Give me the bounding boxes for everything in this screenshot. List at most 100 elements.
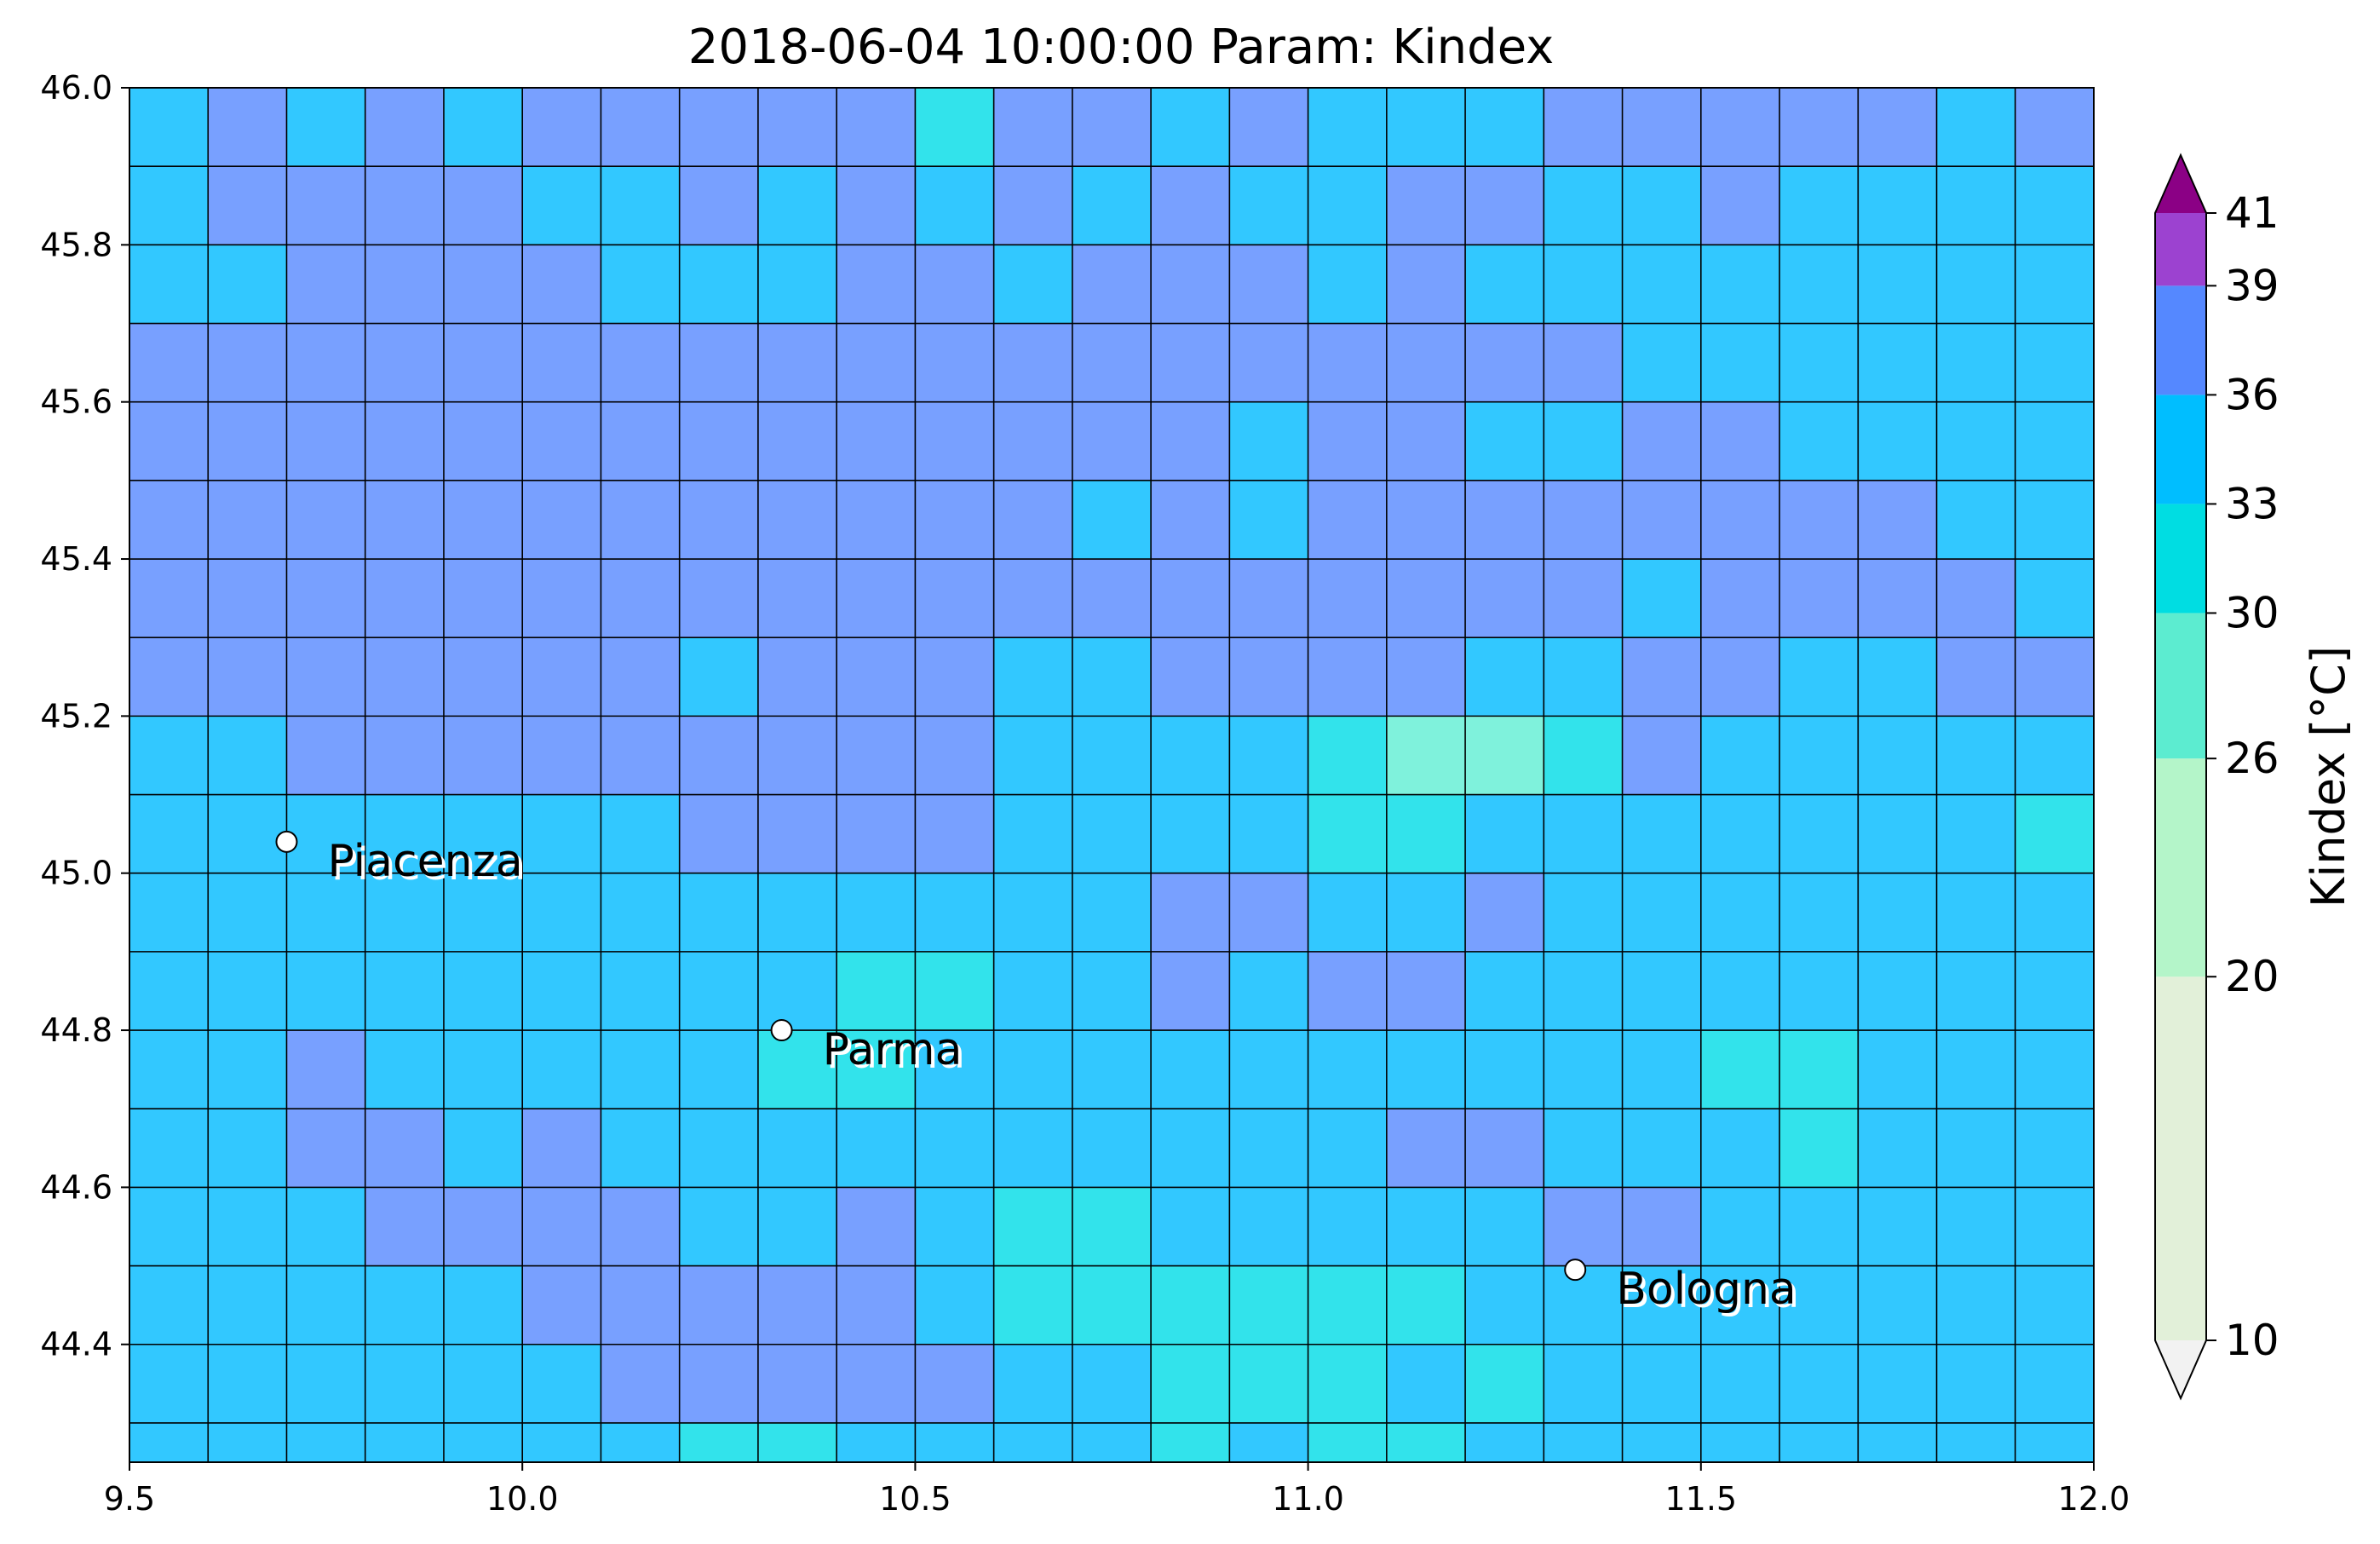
heatmap-cell <box>1858 637 1937 717</box>
heatmap-cell <box>1858 166 1937 245</box>
heatmap-cell <box>1936 716 2015 795</box>
heatmap-cell <box>1622 716 1701 795</box>
heatmap-cell <box>1544 1265 1623 1345</box>
heatmap-cell <box>1700 1344 1780 1423</box>
heatmap-cell <box>1465 559 1544 638</box>
heatmap-cell <box>1858 1109 1937 1188</box>
heatmap-cell <box>601 951 680 1031</box>
chart-title: 2018-06-04 10:00:00 Param: Kindex <box>688 20 1555 75</box>
heatmap-cell <box>1151 245 1230 324</box>
heatmap-cell <box>1858 1265 1937 1345</box>
heatmap-cell <box>1700 1265 1780 1345</box>
heatmap-cell <box>1936 637 2015 717</box>
y-tick-label: 45.0 <box>40 855 112 892</box>
heatmap-cell <box>1465 480 1544 560</box>
heatmap-cell <box>1465 401 1544 481</box>
heatmap-cell <box>286 401 365 481</box>
heatmap-cell <box>2015 401 2094 481</box>
heatmap-cell <box>1936 88 2015 167</box>
heatmap-cell <box>1700 480 1780 560</box>
heatmap-cell <box>1622 637 1701 717</box>
heatmap-cell <box>1229 716 1308 795</box>
heatmap-cell <box>129 88 209 167</box>
heatmap-cell <box>601 245 680 324</box>
heatmap-cell <box>1386 559 1466 638</box>
heatmap-cell <box>601 1030 680 1109</box>
heatmap-cell <box>679 951 758 1031</box>
heatmap-cell <box>1386 951 1466 1031</box>
heatmap-cell <box>601 637 680 717</box>
heatmap-cell <box>1229 245 1308 324</box>
heatmap-cell <box>1308 873 1387 952</box>
heatmap-cell <box>601 1422 680 1462</box>
heatmap-cell <box>1072 559 1152 638</box>
heatmap-cell <box>1465 323 1544 402</box>
heatmap-cell <box>1072 951 1152 1031</box>
heatmap-cell <box>1544 559 1623 638</box>
heatmap-cell <box>208 637 287 717</box>
heatmap-cell <box>1465 1265 1544 1345</box>
heatmap-cell <box>836 873 916 952</box>
heatmap-cell <box>2015 873 2094 952</box>
heatmap-cell <box>1622 1030 1701 1109</box>
heatmap-cell <box>286 1109 365 1188</box>
heatmap-cell <box>129 951 209 1031</box>
heatmap-cell <box>1544 1344 1623 1423</box>
heatmap-cell <box>365 245 444 324</box>
heatmap-cell <box>757 1030 837 1109</box>
heatmap-cell <box>522 951 601 1031</box>
heatmap-cell <box>1386 88 1466 167</box>
heatmap-cell <box>286 1187 365 1266</box>
y-tick-label: 45.4 <box>40 540 112 578</box>
heatmap-cell <box>915 794 994 873</box>
heatmap-cell <box>522 559 601 638</box>
city-label-shadow: Parma <box>826 1028 966 1079</box>
heatmap-cell <box>1544 480 1623 560</box>
heatmap-cell <box>1779 1030 1859 1109</box>
heatmap-cell <box>286 873 365 952</box>
heatmap-cell <box>915 1030 994 1109</box>
heatmap-cell <box>1308 637 1387 717</box>
heatmap-cell <box>601 323 680 402</box>
heatmap-cell <box>836 1344 916 1423</box>
heatmap-cell <box>365 1109 444 1188</box>
heatmap-cell <box>1858 559 1937 638</box>
heatmap-cell <box>1072 1109 1152 1188</box>
heatmap-cell <box>1700 88 1780 167</box>
heatmap-cell <box>1779 401 1859 481</box>
heatmap-cell <box>365 1422 444 1462</box>
heatmap-cell <box>915 1265 994 1345</box>
heatmap-cell <box>522 1422 601 1462</box>
heatmap-cell <box>443 401 523 481</box>
heatmap-cell <box>915 245 994 324</box>
heatmap-cell <box>443 480 523 560</box>
heatmap-cell <box>365 401 444 481</box>
colorbar-segment <box>2155 213 2206 286</box>
heatmap-cell <box>757 1344 837 1423</box>
heatmap-cell <box>1858 1187 1937 1266</box>
x-axis-ticks: 9.5 10.0 10.5 11.0 11.5 12.0 <box>104 1462 2130 1518</box>
heatmap-cell <box>1622 401 1701 481</box>
heatmap-cell <box>2015 1030 2094 1109</box>
heatmap-cell <box>365 716 444 795</box>
heatmap-cell <box>1622 1344 1701 1423</box>
heatmap-cell <box>1151 1422 1230 1462</box>
heatmap-cell <box>1229 951 1308 1031</box>
heatmap-cell <box>129 1030 209 1109</box>
heatmap-cell <box>1779 951 1859 1031</box>
city-marker <box>770 1019 793 1042</box>
colorbar-segment <box>2155 395 2206 504</box>
heatmap-cell <box>522 323 601 402</box>
heatmap-cell <box>365 166 444 245</box>
heatmap-cell <box>679 1030 758 1109</box>
heatmap-cell <box>286 794 365 873</box>
heatmap-cell <box>1858 401 1937 481</box>
heatmap-cell <box>365 794 444 873</box>
heatmap-cell <box>836 1265 916 1345</box>
heatmap-cell <box>522 166 601 245</box>
heatmap-cell <box>836 794 916 873</box>
heatmap-cell <box>679 1422 758 1462</box>
heatmap-cell <box>522 1265 601 1345</box>
heatmap-cell <box>1622 559 1701 638</box>
heatmap-cell <box>1386 637 1466 717</box>
